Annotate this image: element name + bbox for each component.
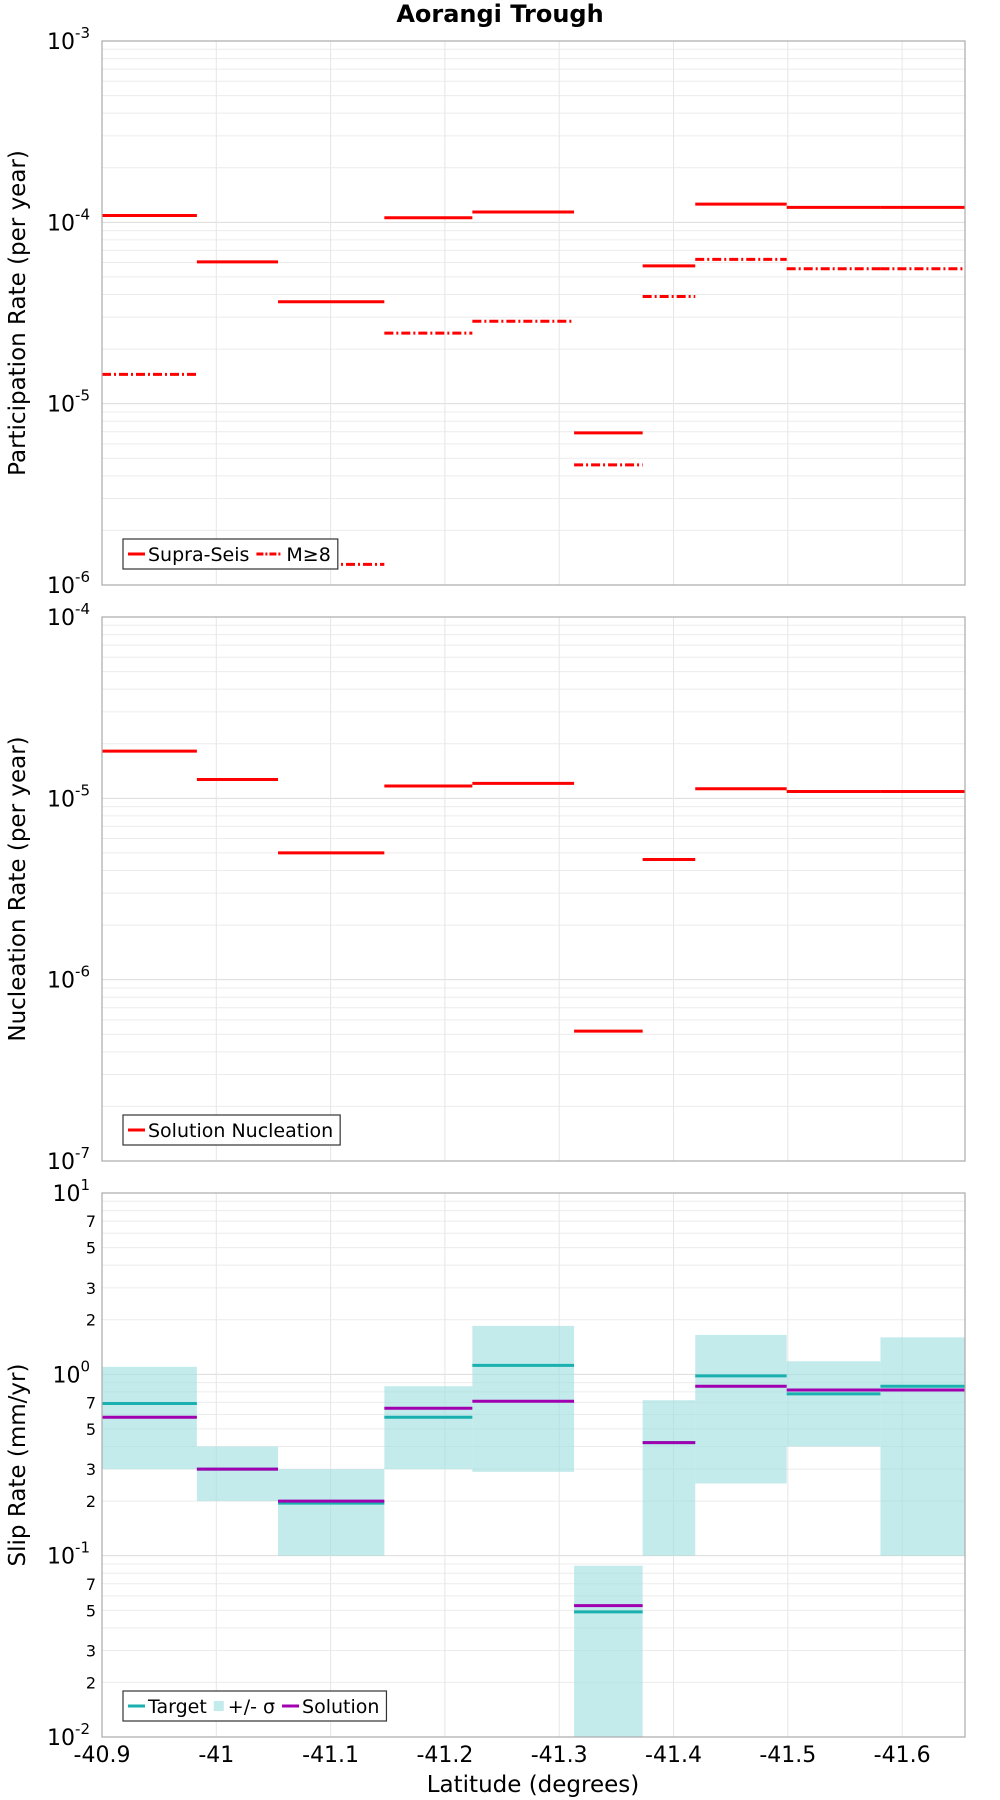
y-minor-tick-label: 2 (86, 1673, 96, 1692)
y-minor-tick-label: 2 (86, 1311, 96, 1330)
legend: Supra-Seis M≥8 (122, 538, 339, 570)
panel-2: 10-4 10-5 10-6 10-7 Nucleation Rate (per yea… (5, 600, 966, 1175)
y-tick-label: 100 (52, 1357, 90, 1388)
legend-frame (122, 1114, 341, 1146)
chart-title: Aorangi Trough (396, 0, 603, 28)
legend-label: M≥8 (286, 544, 330, 566)
y-axis-label: Nucleation Rate (per year) (5, 736, 31, 1041)
y-tick-label: 10-4 (47, 600, 90, 631)
y-tick-label: 101 (52, 1176, 90, 1207)
x-tick-label: -41.2 (416, 1743, 473, 1768)
y-tick-label: 10-4 (47, 205, 90, 236)
legend-label: Target (147, 1696, 207, 1718)
x-tick-label: -41.1 (302, 1743, 359, 1768)
x-tick-label: -40.9 (74, 1743, 131, 1768)
y-tick-label: 10-5 (47, 781, 90, 812)
panel-3: 101 100 10-1 10-2 7 5 3 2 7 5 3 2 7 5 3 2 Slip Rate (mm/… (5, 1176, 966, 1751)
legend-frame (122, 1690, 388, 1722)
sigma-band (642, 1400, 696, 1556)
y-minor-tick-label: 3 (86, 1279, 96, 1298)
sigma-band (695, 1334, 787, 1484)
y-minor-tick-label: 7 (86, 1393, 96, 1412)
sigma-band (880, 1337, 965, 1556)
x-tick-label: -41.5 (759, 1743, 816, 1768)
legend-label: +/- σ (228, 1696, 275, 1718)
legend-frame (122, 538, 339, 570)
y-minor-tick-label: 7 (86, 1575, 96, 1594)
x-axis-label: Latitude (degrees) (427, 1772, 640, 1798)
panel-1: 10-3 10-4 10-5 10-6 Participation Rate (per … (5, 24, 966, 599)
y-tick-label: 10-2 (47, 1720, 90, 1751)
legend: Target +/- σ Solution (122, 1690, 388, 1722)
y-tick-label: 10-6 (47, 568, 90, 599)
plot-frame (101, 1192, 966, 1738)
y-minor-tick-label: 3 (86, 1641, 96, 1660)
y-tick-label: 10-6 (47, 963, 90, 994)
sigma-band (472, 1325, 575, 1472)
y-minor-tick-label: 3 (86, 1460, 96, 1479)
x-tick-label: -41.6 (874, 1743, 931, 1768)
y-minor-tick-label: 2 (86, 1492, 96, 1511)
x-tick-label: -41.4 (645, 1743, 702, 1768)
plot-frame (101, 616, 966, 1162)
legend-label: Solution (302, 1696, 379, 1718)
legend-label: Solution Nucleation (148, 1120, 333, 1142)
sigma-band (196, 1446, 279, 1502)
legend-swatch-band (213, 1701, 224, 1711)
y-minor-tick-label: 5 (86, 1601, 96, 1620)
y-minor-tick-label: 5 (86, 1239, 96, 1258)
y-axis-label: Participation Rate (per year) (5, 150, 31, 476)
legend-label: Supra-Seis (148, 544, 249, 566)
sigma-band (574, 1565, 643, 1737)
plot-frame (101, 40, 966, 586)
y-tick-label: 10-5 (47, 387, 90, 418)
y-axis-label: Slip Rate (mm/yr) (5, 1364, 31, 1567)
y-minor-tick-label: 7 (86, 1212, 96, 1231)
y-minor-tick-label: 5 (86, 1420, 96, 1439)
sigma-band (278, 1469, 385, 1556)
y-tick-label: 10-1 (47, 1539, 90, 1570)
x-tick-label: -41.3 (531, 1743, 588, 1768)
sigma-band (786, 1361, 881, 1447)
sigma-band (384, 1386, 473, 1470)
legend: Solution Nucleation (122, 1114, 341, 1146)
x-tick-label: -41 (198, 1743, 234, 1768)
y-tick-label: 10-7 (47, 1144, 90, 1175)
chart-panels: 10-3 10-4 10-5 10-6 Participation Rate (per … (5, 24, 966, 1768)
y-tick-label: 10-3 (47, 24, 90, 55)
